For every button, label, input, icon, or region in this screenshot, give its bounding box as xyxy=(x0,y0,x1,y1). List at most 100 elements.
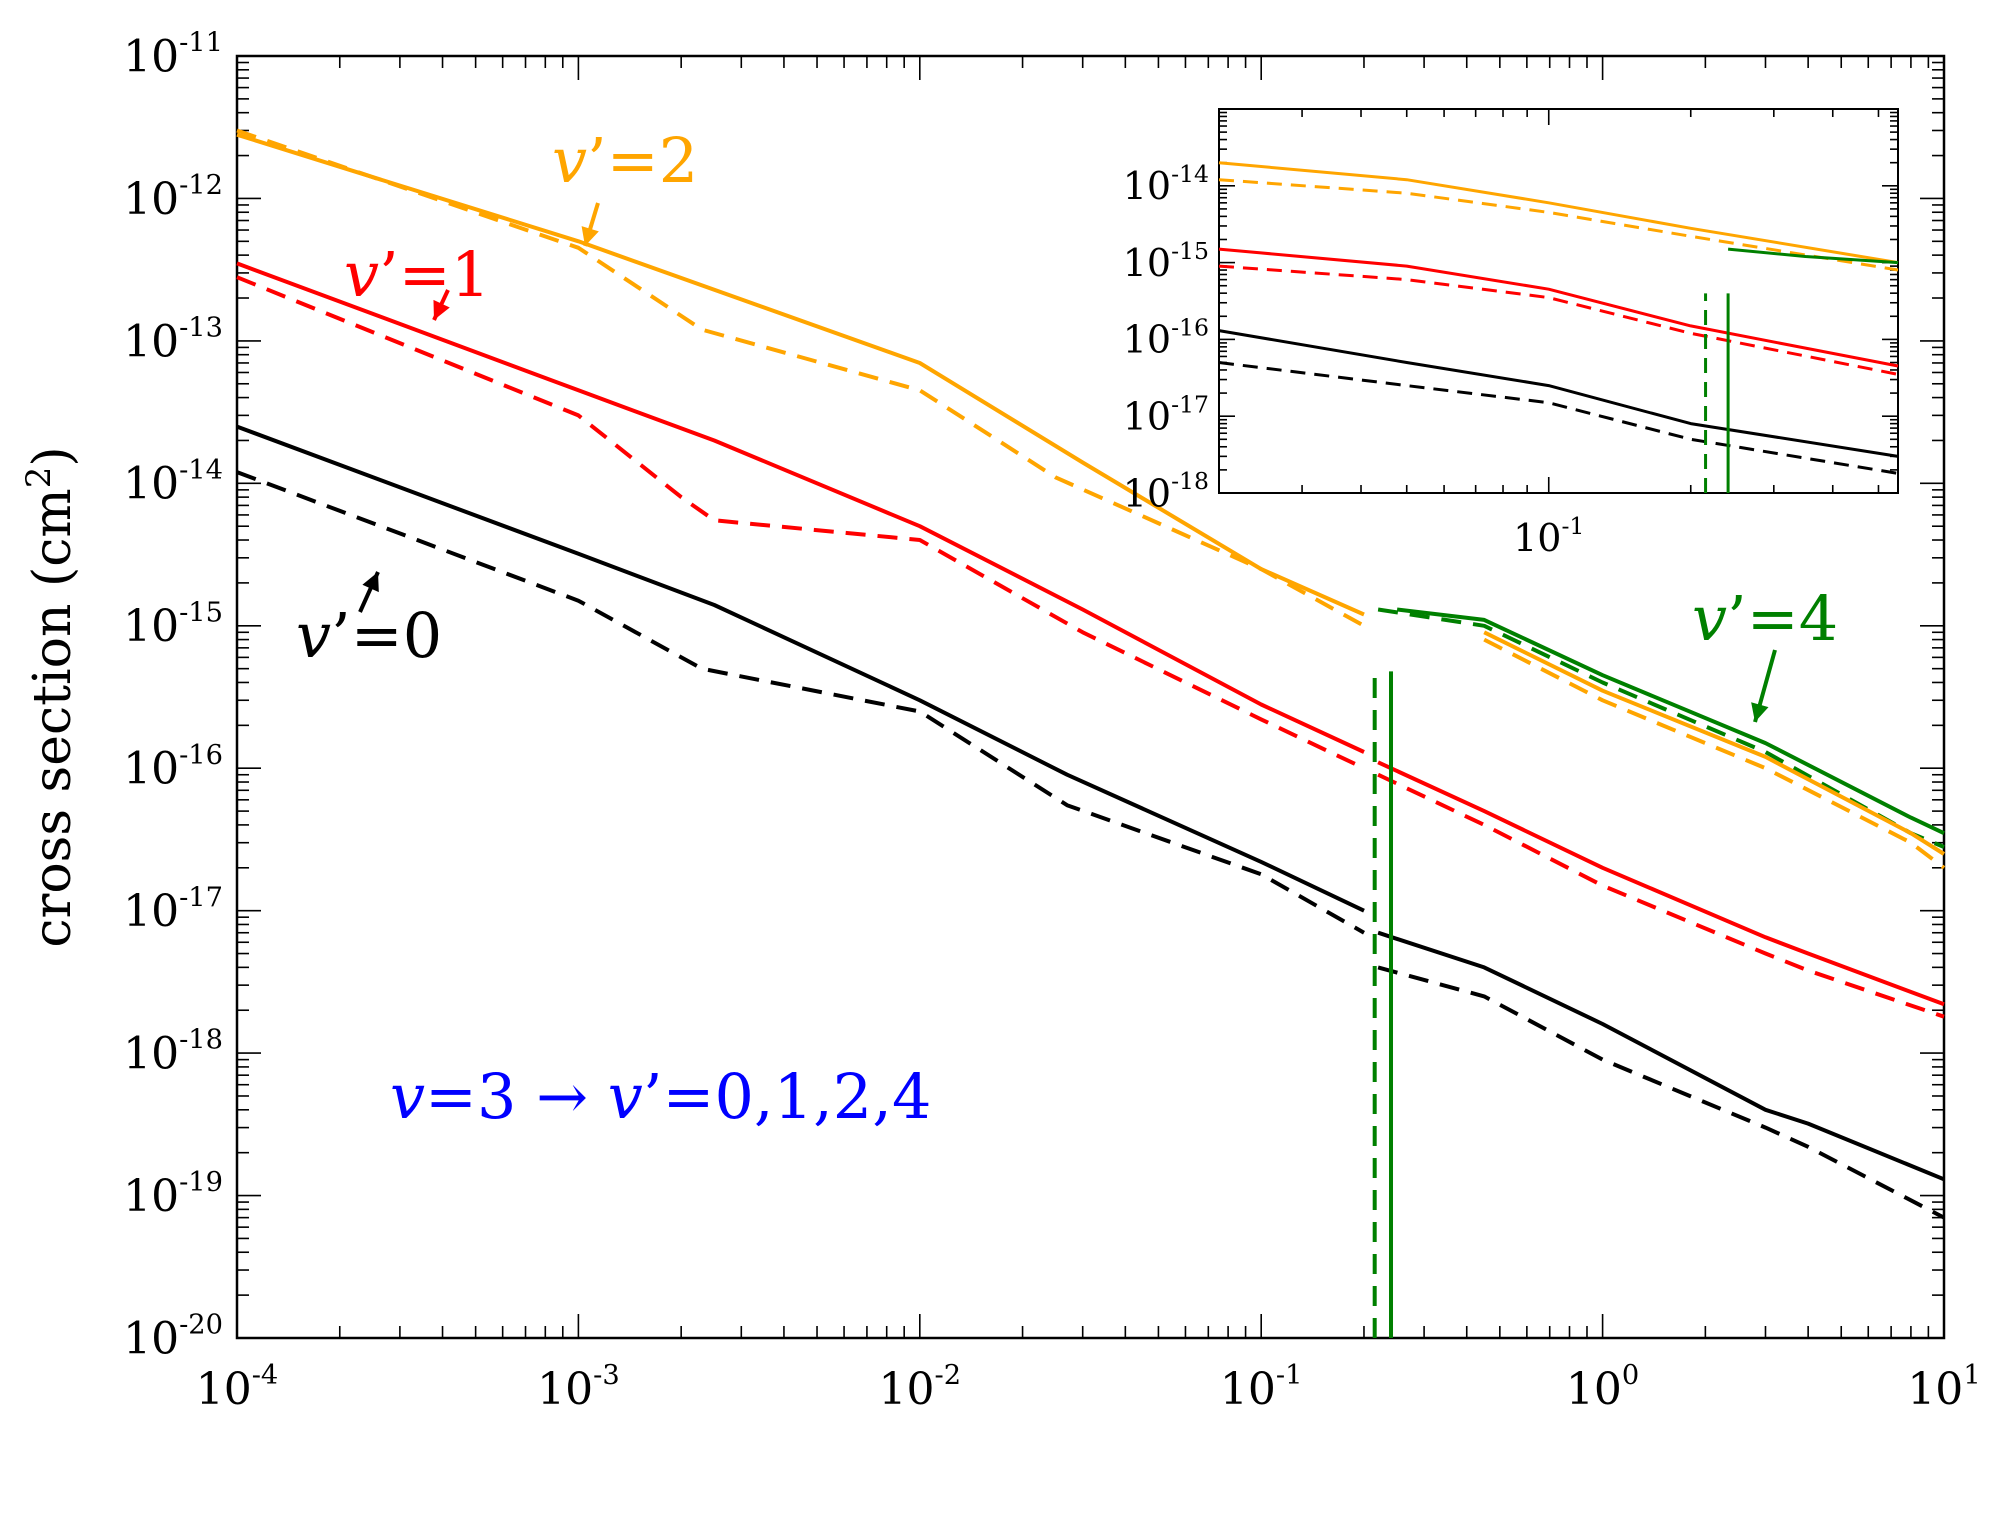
inset-series-line xyxy=(1218,329,1899,458)
annotation-v1-v: v xyxy=(344,238,379,311)
y-axis-title-text: cross section (cm xyxy=(23,488,83,947)
main-y-tick-label-exponent: -12 xyxy=(179,170,223,201)
y-axis-title-sup: 2 xyxy=(19,467,59,489)
main-series-group xyxy=(236,128,1946,1338)
main-x-tick-label-base: 10 xyxy=(196,1364,252,1415)
main-y-tick-label-base: 10 xyxy=(123,459,179,510)
main-series-line xyxy=(1396,607,1945,836)
main-x-tick-label: 100 xyxy=(1566,1360,1639,1415)
main-x-tick-label-exponent: -2 xyxy=(935,1360,962,1391)
inset-series-line xyxy=(1218,361,1899,475)
annotation-v2: v’=2 xyxy=(552,124,698,197)
inset-y-tick-label: 10-17 xyxy=(1123,390,1209,438)
annotation-v2-text: ’=2 xyxy=(587,124,698,197)
main-y-tick-label-base: 10 xyxy=(123,744,179,795)
inset-series-line xyxy=(1218,161,1899,265)
main-y-tick-label-exponent: -11 xyxy=(179,28,223,59)
main-x-tick-label-exponent: -3 xyxy=(593,1360,620,1391)
inset-y-tick-label-base: 10 xyxy=(1123,471,1171,515)
main-y-tick-label-base: 10 xyxy=(123,1171,179,1222)
main-x-tick-label-base: 10 xyxy=(879,1364,935,1415)
annotation-arrowhead-v2 xyxy=(581,226,599,246)
main-x-tick-label-exponent: -4 xyxy=(252,1360,279,1391)
inset-series-line xyxy=(1218,264,1899,376)
inset-series-line xyxy=(1727,247,1899,265)
inset-y-tick-label-base: 10 xyxy=(1123,241,1171,285)
main-y-tick-label: 10-12 xyxy=(123,170,223,225)
main-series-line xyxy=(236,470,1365,935)
main-x-tick-label-base: 10 xyxy=(1907,1364,1963,1415)
inset-y-tick-label-exponent: -17 xyxy=(1171,390,1209,418)
main-series-line xyxy=(1483,630,1946,856)
main-y-tick-label-exponent: -15 xyxy=(179,597,223,628)
main-y-tick-label: 10-19 xyxy=(123,1167,223,1222)
main-y-tick-label-exponent: -13 xyxy=(179,312,223,343)
transition-label: v=3 → v’=0,1,2,4 xyxy=(390,1060,931,1133)
main-series-line xyxy=(236,424,1365,913)
main-y-tick-label-exponent: -19 xyxy=(179,1167,223,1198)
main-y-tick-label-exponent: -16 xyxy=(179,740,223,771)
inset-y-tick-label-exponent: -18 xyxy=(1171,467,1209,495)
inset-y-tick-label-base: 10 xyxy=(1123,164,1171,208)
y-axis-title: cross section (cm2) xyxy=(19,446,83,947)
annotation-v0-text: ’=0 xyxy=(331,599,442,672)
main-y-tick-label: 10-16 xyxy=(123,740,223,795)
y-axis-title-close: ) xyxy=(23,446,83,466)
transition-label-v: v xyxy=(390,1060,425,1133)
main-y-tick-label-base: 10 xyxy=(123,31,179,82)
main-y-tick-label: 10-15 xyxy=(123,597,223,652)
inset-y-tick-label-exponent: -14 xyxy=(1171,160,1209,188)
main-y-tick-label-base: 10 xyxy=(123,1313,179,1364)
annotation-v2-v: v xyxy=(552,124,587,197)
main-y-tick-label-exponent: -14 xyxy=(179,455,223,486)
annotation-v1: v’=1 xyxy=(344,238,490,311)
inset-y-tick-label-base: 10 xyxy=(1123,318,1171,362)
main-y-tick-label-base: 10 xyxy=(123,601,179,652)
main-x-tick-label-base: 10 xyxy=(537,1364,593,1415)
main-x-tick-label-exponent: 0 xyxy=(1622,1360,1639,1391)
main-y-tick-label: 10-17 xyxy=(123,882,223,937)
transition-label-rhs: ’=0,1,2,4 xyxy=(643,1060,932,1133)
main-x-tick-label-exponent: -1 xyxy=(1276,1360,1303,1391)
main-series-line xyxy=(1377,965,1945,1220)
main-x-tick-label: 10-2 xyxy=(879,1360,962,1415)
main-x-tick-label: 10-1 xyxy=(1220,1360,1303,1415)
annotation-arrowhead-v0 xyxy=(362,572,379,593)
inset-series-group xyxy=(1218,161,1899,493)
inset-series-line xyxy=(1218,247,1899,368)
inset-y-tick-label-exponent: -15 xyxy=(1171,237,1209,265)
transition-label-lhs: =3 → xyxy=(425,1060,608,1133)
inset-x-tick-label: 10-1 xyxy=(1513,512,1584,560)
main-y-tick-label-base: 10 xyxy=(123,886,179,937)
main-series-line xyxy=(236,261,1365,754)
main-y-tick-label: 10-14 xyxy=(123,455,223,510)
main-x-tick-label-base: 10 xyxy=(1220,1364,1276,1415)
inset-y-tick-label: 10-14 xyxy=(1123,160,1209,208)
inset-y-tick-label: 10-15 xyxy=(1123,237,1209,285)
main-y-tick-label: 10-13 xyxy=(123,312,223,367)
inset-y-tick-label: 10-16 xyxy=(1123,314,1209,362)
inset-y-tick-label-exponent: -16 xyxy=(1171,314,1209,342)
inset-y-tick-label: 10-18 xyxy=(1123,467,1209,515)
annotation-v4-text: ’=4 xyxy=(1727,582,1838,655)
main-y-tick-label: 10-20 xyxy=(123,1310,223,1365)
main-y-tick-label: 10-18 xyxy=(123,1025,223,1080)
main-series-line xyxy=(236,132,1365,617)
main-x-tick-label: 10-3 xyxy=(537,1360,620,1415)
main-series-line xyxy=(1377,772,1945,1019)
annotation-v4-v: v xyxy=(1692,582,1727,655)
inset-series-line xyxy=(1218,178,1899,272)
inset-x-tick-label-base: 10 xyxy=(1513,516,1561,560)
annotation-arrowhead-v4 xyxy=(1751,702,1769,722)
annotation-v0: v’=0 xyxy=(296,599,442,672)
main-y-tick-label-base: 10 xyxy=(123,316,179,367)
transition-label-v2: v xyxy=(608,1060,643,1133)
main-series-line xyxy=(1377,930,1945,1182)
main-series-line xyxy=(236,128,1365,628)
main-y-tick-label-base: 10 xyxy=(123,174,179,225)
main-y-tick-label-exponent: -20 xyxy=(179,1310,223,1341)
main-series-line xyxy=(1483,637,1946,870)
inset-x-tick-label-exponent: -1 xyxy=(1561,512,1584,540)
main-x-tick-label: 10-4 xyxy=(196,1360,279,1415)
